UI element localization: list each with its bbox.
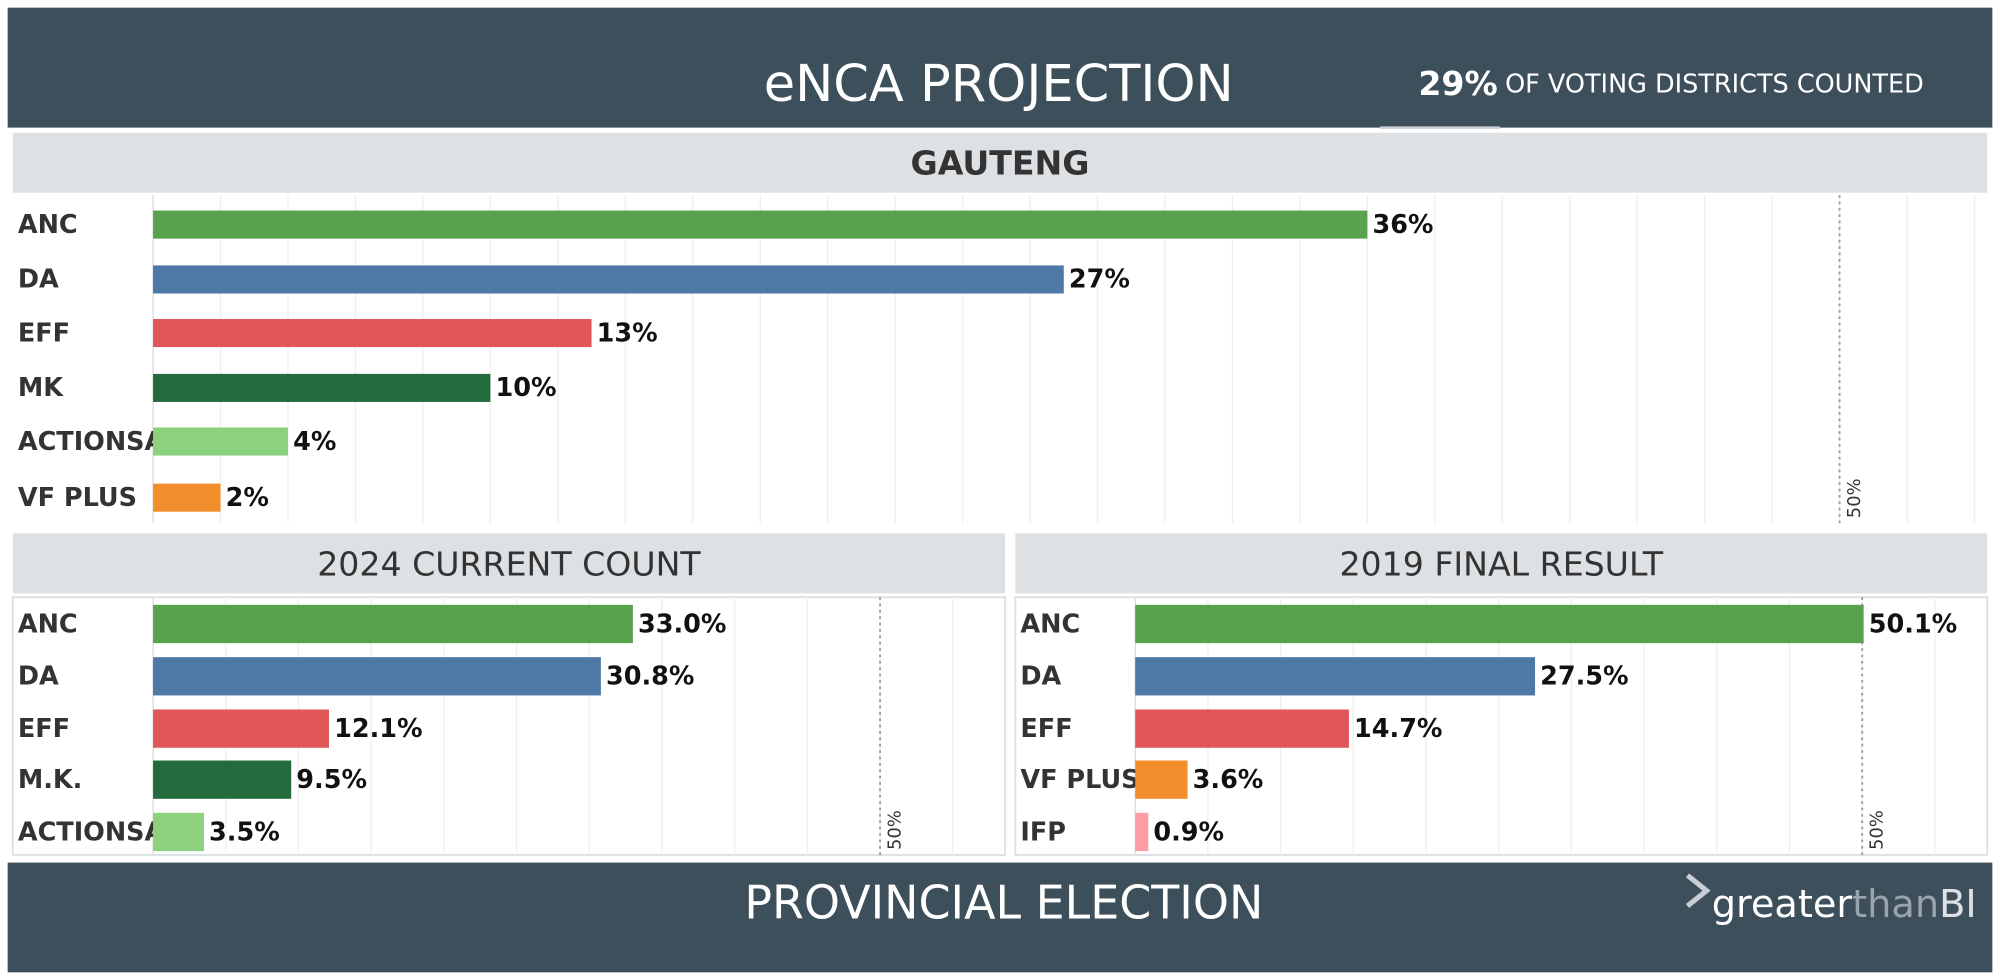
counted-text: OF VOTING DISTRICTS COUNTED bbox=[1505, 69, 1924, 99]
data-label: 3.6% bbox=[1193, 765, 1264, 795]
bar bbox=[153, 210, 1368, 239]
panel-title-band bbox=[12, 533, 1006, 594]
logo-part: greater bbox=[1712, 881, 1853, 926]
category-label: DA bbox=[18, 265, 59, 295]
category-label: MK bbox=[18, 373, 64, 403]
data-label: 4% bbox=[293, 427, 336, 457]
category-label: ANC bbox=[18, 609, 78, 639]
reference-label: 50% bbox=[1844, 478, 1865, 518]
bar bbox=[153, 265, 1064, 294]
panel-title: 2024 CURRENT COUNT bbox=[317, 544, 701, 583]
data-label: 3.5% bbox=[209, 817, 280, 847]
data-label: 2% bbox=[226, 483, 269, 513]
header-title: eNCA PROJECTION bbox=[764, 55, 1234, 114]
logo-part: BI bbox=[1939, 881, 1977, 926]
data-label: 27% bbox=[1069, 265, 1130, 295]
bar bbox=[1135, 709, 1349, 748]
category-label: ACTIONSA bbox=[18, 427, 165, 457]
bar bbox=[153, 319, 592, 348]
data-label: 14.7% bbox=[1354, 714, 1442, 744]
bar bbox=[153, 427, 288, 456]
logo-chevron bbox=[1685, 873, 1711, 908]
bar bbox=[153, 812, 204, 852]
panel-title: 2019 FINAL RESULT bbox=[1339, 544, 1663, 583]
data-label: 12.1% bbox=[334, 714, 422, 744]
bar bbox=[153, 483, 221, 512]
header-band bbox=[7, 7, 1993, 128]
panel-border bbox=[11, 596, 1007, 856]
bar bbox=[153, 373, 491, 402]
category-label: DA bbox=[1020, 662, 1061, 692]
logo-part: than bbox=[1852, 881, 1939, 926]
category-label: ANC bbox=[1020, 609, 1080, 639]
data-label: 0.9% bbox=[1153, 817, 1224, 847]
panel-title-band bbox=[1015, 533, 1988, 594]
bar bbox=[1135, 657, 1536, 696]
data-label: 13% bbox=[597, 318, 658, 348]
reference-label: 50% bbox=[884, 810, 905, 850]
footer-title: PROVINCIAL ELECTION bbox=[744, 875, 1263, 929]
category-label: M.K. bbox=[18, 765, 83, 795]
data-label: 30.8% bbox=[606, 662, 694, 692]
category-label: EFF bbox=[18, 714, 70, 744]
category-label: ANC bbox=[18, 210, 78, 240]
counted-value: 29% bbox=[1418, 64, 1497, 103]
bar bbox=[153, 604, 633, 644]
category-label: EFF bbox=[18, 318, 70, 348]
category-label: VF PLUS bbox=[18, 483, 137, 513]
bar bbox=[153, 760, 292, 799]
footer-band bbox=[7, 862, 1993, 973]
category-label: DA bbox=[18, 662, 59, 692]
bar bbox=[1135, 760, 1188, 799]
category-label: VF PLUS bbox=[1020, 765, 1139, 795]
category-label: IFP bbox=[1020, 817, 1066, 847]
reference-label: 50% bbox=[1867, 810, 1888, 850]
bar bbox=[1135, 812, 1149, 852]
data-label: 33.0% bbox=[638, 609, 726, 639]
bar bbox=[1135, 604, 1864, 644]
data-label: 50.1% bbox=[1869, 609, 1957, 639]
bar bbox=[153, 657, 601, 696]
data-label: 9.5% bbox=[296, 765, 367, 795]
panel-title-band bbox=[12, 132, 1988, 193]
data-label: 10% bbox=[495, 373, 556, 403]
data-label: 27.5% bbox=[1540, 662, 1628, 692]
panel-title: GAUTENG bbox=[911, 144, 1090, 183]
category-label: ACTIONSA bbox=[18, 817, 165, 847]
category-label: EFF bbox=[1020, 714, 1072, 744]
panel-border bbox=[1014, 596, 1989, 856]
bar bbox=[153, 709, 329, 748]
logo: greaterthanBI bbox=[1712, 881, 1977, 926]
data-label: 36% bbox=[1372, 210, 1433, 240]
